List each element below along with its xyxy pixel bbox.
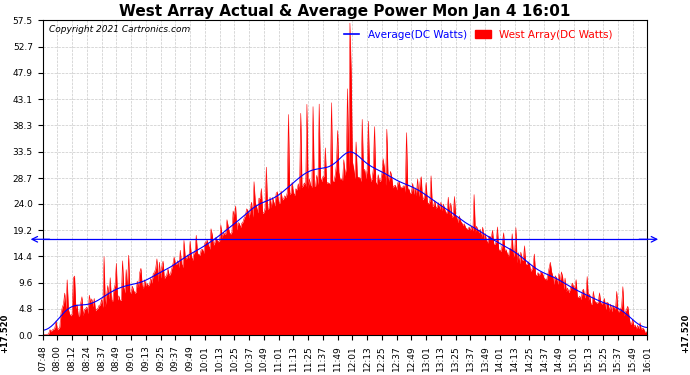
Text: +17.520: +17.520 bbox=[681, 314, 690, 353]
Title: West Array Actual & Average Power Mon Jan 4 16:01: West Array Actual & Average Power Mon Ja… bbox=[119, 4, 571, 19]
Legend: Average(DC Watts), West Array(DC Watts): Average(DC Watts), West Array(DC Watts) bbox=[339, 26, 617, 44]
Text: Copyright 2021 Cartronics.com: Copyright 2021 Cartronics.com bbox=[48, 25, 190, 34]
Text: +17.520: +17.520 bbox=[0, 314, 9, 353]
